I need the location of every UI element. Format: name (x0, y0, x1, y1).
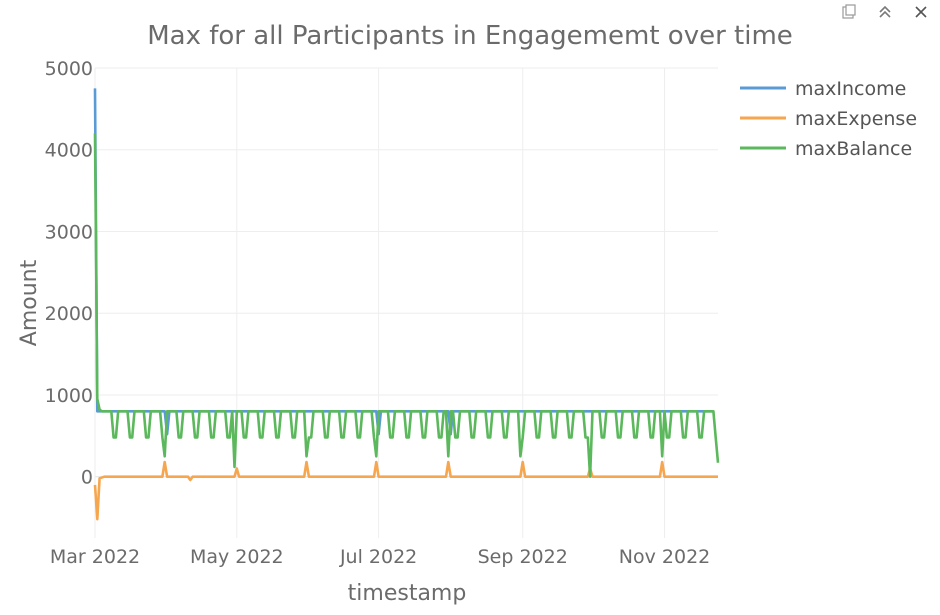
series-line-maxExpense (93, 460, 718, 521)
legend-label: maxExpense (795, 108, 917, 130)
x-tick-label: Jul 2022 (339, 546, 417, 568)
y-tick-label: 4000 (45, 140, 93, 162)
x-axis-ticks: Mar 2022 May 2022 Jul 2022 Sep 2022 Nov 2022 (50, 546, 710, 568)
legend-label: maxBalance (795, 138, 912, 160)
chart-toolbar (838, 2, 932, 22)
y-axis-label: Amount (17, 259, 42, 346)
x-tick-label: May 2022 (190, 546, 284, 568)
y-axis-ticks: 0 1000 2000 3000 4000 5000 (45, 58, 93, 489)
series-line-maxBalance (93, 133, 720, 478)
series-layer (93, 88, 720, 521)
x-tick-label: Sep 2022 (478, 546, 568, 568)
series-line-maxIncome (93, 88, 714, 436)
y-tick-label: 2000 (45, 303, 93, 325)
y-tick-label: 3000 (45, 221, 93, 243)
legend-label: maxIncome (795, 78, 906, 100)
camera-icon[interactable] (838, 2, 860, 22)
collapse-icon[interactable] (874, 2, 896, 22)
y-tick-label: 0 (81, 467, 93, 489)
x-axis-label: timestamp (348, 581, 467, 606)
x-tick-label: Mar 2022 (50, 546, 140, 568)
chart-title: Max for all Participants in Engagememt o… (147, 21, 793, 51)
grid-lines (94, 67, 718, 538)
close-icon[interactable] (910, 2, 932, 22)
legend[interactable]: maxIncome maxExpense maxBalance (740, 78, 917, 160)
x-tick-label: Nov 2022 (619, 546, 710, 568)
y-tick-label: 1000 (45, 385, 93, 407)
y-tick-label: 5000 (45, 58, 93, 80)
